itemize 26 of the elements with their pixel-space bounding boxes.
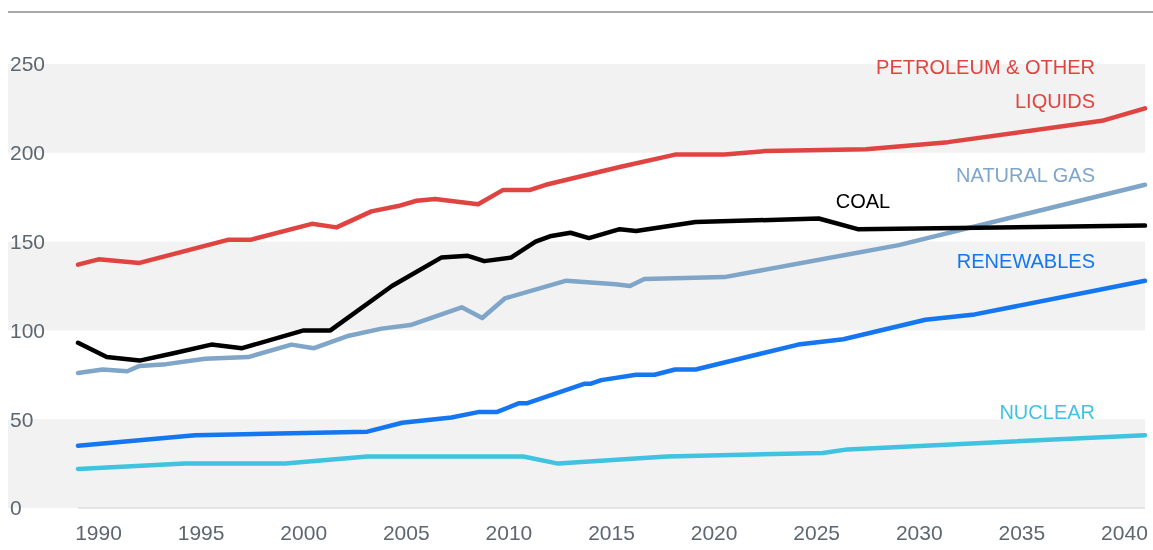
x-tick-label: 2035 bbox=[998, 521, 1046, 545]
line-series bbox=[75, 216, 1148, 363]
x-tick-label: 2020 bbox=[690, 521, 738, 545]
series-label: RENEWABLES bbox=[956, 250, 1095, 272]
x-tick-label: 2000 bbox=[280, 521, 328, 545]
line-series bbox=[75, 432, 1148, 472]
x-tick-label: 1995 bbox=[177, 521, 225, 545]
line-series bbox=[75, 182, 1148, 376]
x-tick-label: 2030 bbox=[895, 521, 943, 545]
y-tick-label: 100 bbox=[10, 318, 46, 342]
x-tick-label: 2040 bbox=[1101, 521, 1148, 545]
x-tick-label: 2010 bbox=[485, 521, 533, 545]
x-tick-label: 2025 bbox=[793, 521, 841, 545]
y-tick-label: 250 bbox=[10, 52, 46, 76]
x-tick-label: 2005 bbox=[382, 521, 430, 545]
y-tick-label: 150 bbox=[10, 229, 46, 253]
y-tick-label: 200 bbox=[10, 141, 46, 165]
x-tick-label: 2015 bbox=[588, 521, 635, 545]
x-tick-label: 1990 bbox=[75, 521, 122, 545]
line-series bbox=[75, 278, 1148, 449]
series-label: PETROLEUM & OTHER LIQUIDS bbox=[876, 56, 1095, 112]
series-label: NUCLEAR bbox=[999, 401, 1095, 423]
series-label: COAL bbox=[835, 190, 891, 212]
series-label: NATURAL GAS bbox=[956, 164, 1095, 186]
y-tick-label: 0 bbox=[10, 496, 22, 520]
y-tick-label: 50 bbox=[10, 407, 34, 431]
